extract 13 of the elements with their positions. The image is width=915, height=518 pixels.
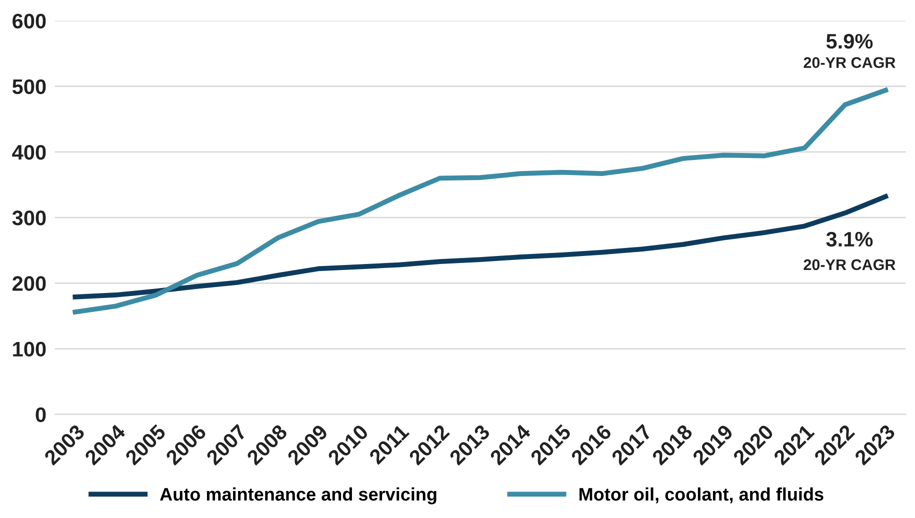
annotation: 20-YR CAGR xyxy=(804,259,896,270)
legend-label: Auto maintenance and servicing xyxy=(160,487,436,504)
y-tick-label: 500 xyxy=(12,79,46,94)
y-tick-label: 200 xyxy=(12,276,46,291)
annotation: 3.1% xyxy=(826,232,873,247)
legend-label: Motor oil, coolant, and fluids xyxy=(580,487,824,504)
y-tick-label: 400 xyxy=(12,144,46,160)
y-tick-label: 300 xyxy=(12,210,46,226)
y-tick-label: 600 xyxy=(12,14,46,28)
annotation: 5.9% xyxy=(826,34,873,49)
annotation: 20-YR CAGR xyxy=(804,57,896,68)
y-tick-label: 100 xyxy=(13,342,46,357)
y-tick-label: 0 xyxy=(36,407,46,422)
